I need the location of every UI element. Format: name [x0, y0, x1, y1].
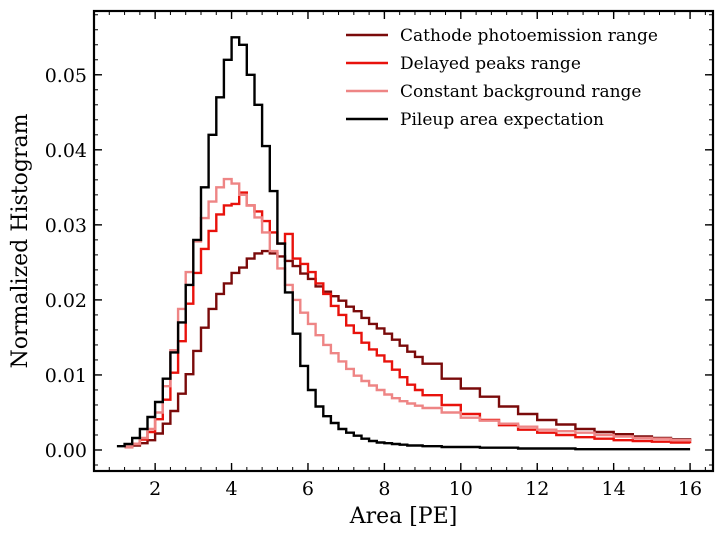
x-axis-label: Area [PE]: [349, 504, 458, 529]
y-tick-label: 0.00: [45, 440, 87, 462]
y-tick-label: 0.04: [45, 140, 87, 162]
plot-frame: [92, 9, 715, 473]
y-tick-label: 0.03: [45, 215, 87, 237]
series-line-4: [116, 36, 691, 451]
legend-label-3: Constant background range: [400, 82, 642, 102]
legend-label-4: Pileup area expectation: [400, 110, 604, 130]
legend-label-1: Cathode photoemission range: [400, 26, 658, 46]
legend-label-2: Delayed peaks range: [400, 54, 581, 74]
x-tick-label: 14: [602, 478, 626, 500]
x-tick-label: 16: [678, 478, 702, 500]
y-tick-label: 0.05: [45, 65, 87, 87]
ticks-layer: 2 4 6 8 10 12 14 16 0.00 0.01 0.02 0.03 0.04 0.05: [45, 11, 713, 500]
y-tick-label: 0.01: [45, 365, 87, 387]
x-tick-label: 4: [226, 478, 238, 500]
legend: Cathode photoemission range Delayed peaks…: [346, 26, 658, 130]
series-layer: [116, 36, 692, 451]
y-axis-label: Normalized Histogram: [8, 113, 33, 368]
x-tick-label: 12: [525, 478, 549, 500]
y-tick-label: 0.02: [45, 290, 87, 312]
x-tick-label: 8: [378, 478, 390, 500]
x-tick-label: 10: [449, 478, 473, 500]
x-tick-label: 6: [302, 478, 314, 500]
x-tick-label: 2: [149, 478, 161, 500]
series-line-1: [124, 249, 692, 449]
